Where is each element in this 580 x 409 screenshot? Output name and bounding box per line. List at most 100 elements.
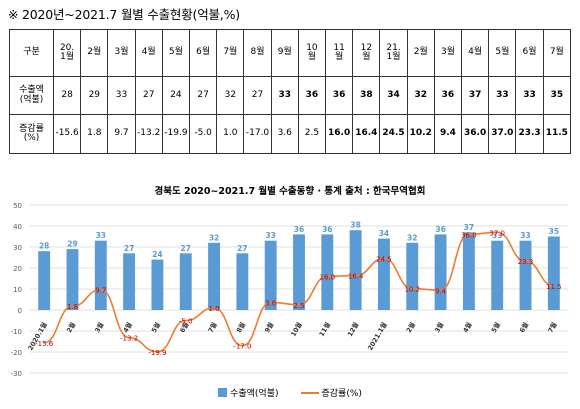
- legend-line-label: 증감률(%): [321, 389, 362, 399]
- export-cell: 27: [189, 76, 218, 115]
- month-header: 4월: [134, 29, 163, 77]
- month-header: 10 월: [297, 29, 327, 77]
- month-header: 7월: [542, 29, 572, 77]
- row-label-exports: 수출액 (억불): [9, 76, 54, 115]
- bar-value-label: 24: [152, 250, 162, 259]
- month-header: 5월: [161, 29, 191, 77]
- month-header: 5월: [488, 29, 517, 77]
- line-value-label: 3.6: [265, 299, 277, 307]
- legend-line-swatch: [300, 391, 319, 394]
- export-cell: 33: [488, 76, 517, 115]
- month-header: 8월: [243, 29, 272, 77]
- line-value-label: 23.3: [518, 258, 534, 266]
- bar-value-label: 29: [67, 240, 77, 249]
- x-tick-label: 3월: [432, 320, 445, 334]
- month-header: 3월: [107, 29, 136, 77]
- bar: [208, 242, 220, 310]
- change-cell: 16.0: [325, 114, 354, 154]
- line-value-label: -15.6: [35, 340, 54, 348]
- y-tick-label: -30: [11, 370, 22, 378]
- bar-value-label: 28: [39, 242, 49, 251]
- row-label-category: 구분: [9, 29, 54, 77]
- change-cell: 11.5: [542, 114, 572, 154]
- bar-value-label: 33: [520, 231, 530, 240]
- change-line: [43, 231, 554, 353]
- line-value-label: -5.0: [179, 318, 193, 326]
- x-tick-label: 9월: [262, 320, 275, 334]
- page-title: ※ 2020년~2021.7 월별 수출현황(억불,%): [8, 7, 240, 22]
- export-cell: 32: [406, 76, 435, 115]
- bar: [38, 251, 51, 310]
- export-cell: 36: [325, 76, 354, 115]
- change-cell: 16.4: [352, 114, 381, 154]
- y-tick-label: -10: [11, 328, 22, 336]
- y-tick-label: -20: [11, 349, 22, 357]
- month-header: 2월: [80, 29, 109, 77]
- bar: [293, 234, 305, 310]
- line-value-label: 9.4: [435, 287, 447, 295]
- export-chart: 50 40 30 20 10 0 -10 -20 -30 28 29 33 27 24 27 32 27 33 36…: [11, 202, 568, 378]
- change-cell: -15.6: [52, 114, 82, 154]
- line-value-label: 16.4: [348, 273, 364, 281]
- change-cell: 3.6: [270, 114, 299, 154]
- x-tick-label: 2021.1월: [365, 320, 388, 351]
- month-header: 6월: [189, 29, 218, 77]
- y-tick-label: 0: [18, 307, 22, 315]
- table-header-row: 구분 20. 1월 2월 3월 4월 5월 6월 7월 8월 9월 10 월 11 월 12 월 21.…: [9, 29, 572, 77]
- bar: [264, 240, 277, 310]
- export-cell: 33: [515, 76, 544, 115]
- bar-value-label: 36: [322, 225, 332, 234]
- x-tick-label: 8월: [234, 320, 247, 334]
- x-tick-label: 12월: [345, 320, 360, 338]
- bar: [519, 240, 532, 310]
- bar: [547, 236, 560, 310]
- change-cell: 9.4: [433, 114, 463, 154]
- line-value-label: 24.5: [376, 256, 392, 264]
- bar: [491, 240, 504, 310]
- export-cell: 33: [270, 76, 299, 115]
- x-tick-label: 2월: [404, 320, 417, 334]
- change-cell: 9.7: [107, 114, 136, 154]
- line-value-label: 9.7: [95, 287, 106, 295]
- bar: [321, 234, 334, 310]
- export-table: 구분 20. 1월 2월 3월 4월 5월 6월 7월 8월 9월 10 월 11 월 12 월 21.…: [9, 29, 572, 154]
- export-cell: 28: [52, 76, 82, 115]
- change-cell: -17.0: [243, 114, 272, 154]
- line-value-label: 16.0: [320, 273, 336, 281]
- month-header: 3월: [433, 29, 463, 77]
- change-cell: 10.2: [406, 114, 435, 154]
- change-cell: -13.2: [134, 114, 163, 154]
- change-cell: 1.0: [216, 114, 245, 154]
- bar-value-label: 27: [124, 244, 134, 253]
- change-cell: 23.3: [515, 114, 544, 154]
- bar-value-label: 37: [464, 223, 474, 232]
- x-tick-label: 5월: [149, 320, 162, 334]
- bar: [94, 240, 107, 310]
- bar-value-label: 38: [350, 221, 360, 230]
- bar-value-label: 36: [294, 225, 304, 234]
- bar: [434, 234, 447, 310]
- month-header: 11 월: [325, 29, 354, 77]
- table-exports-row: 수출액 (억불) 28 29 33 27 24 27 32 27 33 36 36 38 34 32 36 3…: [9, 76, 572, 115]
- x-tick-label: 10월: [288, 320, 303, 338]
- month-header: 21. 1월: [379, 29, 408, 77]
- bar-value-label: 32: [407, 233, 417, 242]
- bar: [378, 238, 390, 310]
- export-cell: 29: [80, 76, 109, 115]
- export-cell: 37: [461, 76, 490, 115]
- x-tick-label: 4월: [461, 320, 474, 334]
- line-value-label: 11.5: [546, 283, 562, 291]
- line-value-label: 37.0: [489, 229, 505, 237]
- chart-legend: 수출액(억불) 증감률(%): [0, 386, 580, 399]
- x-tick-label: 7월: [546, 320, 559, 334]
- export-cell: 34: [379, 76, 408, 115]
- line-value-label: -19.9: [148, 349, 166, 357]
- month-header: 2월: [406, 29, 435, 77]
- bar-value-label: 33: [96, 231, 106, 240]
- change-cell: 36.0: [461, 114, 490, 154]
- month-header: 12 월: [352, 29, 381, 77]
- month-header: 20. 1월: [52, 29, 82, 77]
- export-cell: 24: [161, 76, 191, 115]
- row-label-change: 증감률 (%): [9, 114, 54, 154]
- bar-value-label: 27: [181, 244, 191, 253]
